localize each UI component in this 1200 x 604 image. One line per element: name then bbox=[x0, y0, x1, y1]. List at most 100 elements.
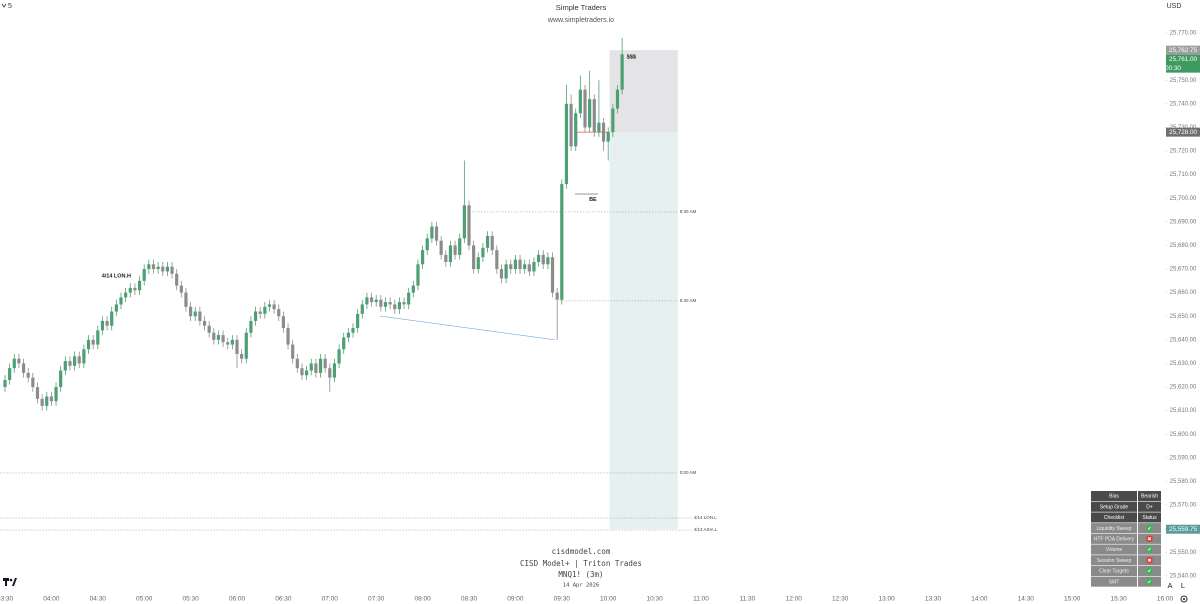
price-label-bg bbox=[1166, 524, 1200, 534]
y-tick-label: 25,610.00 bbox=[1170, 408, 1197, 414]
candle-body bbox=[263, 306, 267, 314]
table-cell bbox=[1091, 576, 1137, 587]
candle-body bbox=[45, 396, 49, 406]
annotation: BE bbox=[589, 197, 597, 203]
status-icon: ✖ bbox=[1147, 558, 1151, 564]
candle-body bbox=[337, 349, 341, 364]
annotation: 4/14 LON.H bbox=[102, 274, 131, 280]
candle-body bbox=[105, 320, 109, 326]
y-tick-label: 25,570.00 bbox=[1170, 503, 1197, 509]
candle-body bbox=[458, 238, 462, 255]
candle-body bbox=[318, 358, 323, 373]
log-scale-button[interactable]: L bbox=[1181, 581, 1185, 590]
status-icon: ✔ bbox=[1147, 526, 1151, 532]
candle-body bbox=[305, 370, 309, 376]
tradingview-logo[interactable] bbox=[3, 578, 17, 586]
candle-body bbox=[523, 264, 527, 270]
table-cell bbox=[1091, 501, 1137, 512]
candle-body bbox=[8, 368, 12, 380]
candle-body bbox=[569, 103, 573, 147]
candle-body bbox=[91, 339, 95, 345]
settings-button[interactable] bbox=[1180, 595, 1188, 603]
table-text: Bearish bbox=[1141, 494, 1158, 500]
status-icon-bg bbox=[1146, 525, 1153, 532]
y-tick-label: 25,660.00 bbox=[1170, 290, 1197, 296]
candle-body bbox=[481, 247, 485, 258]
currency-button[interactable]: USD bbox=[1167, 3, 1182, 10]
interval-button[interactable]: 5 bbox=[8, 3, 12, 10]
price-label-bg bbox=[1166, 127, 1200, 137]
candle-body bbox=[63, 361, 67, 371]
x-tick-label: 07:30 bbox=[368, 596, 385, 603]
table-text: Session Sweep bbox=[1097, 558, 1132, 564]
candle-body bbox=[402, 302, 406, 305]
chart-subtitle: www.simpletraders.io bbox=[547, 17, 614, 24]
candle-body bbox=[235, 339, 239, 354]
candle-body bbox=[546, 257, 550, 265]
candle-body bbox=[550, 257, 555, 293]
candle-body bbox=[476, 257, 480, 270]
level-label: 9:30 AM bbox=[680, 298, 697, 303]
price-label: 25,762.75 bbox=[1169, 47, 1198, 54]
chart-title: Simple Traders bbox=[556, 3, 607, 12]
plot-area: 8:30 AM 9:30 AM 0:00 AM 4/14 LON.L 4/13 ASIA… bbox=[0, 37, 718, 532]
candle-body bbox=[615, 89, 620, 109]
candle-body bbox=[369, 297, 374, 303]
candle-body bbox=[249, 320, 253, 333]
candle-body bbox=[151, 264, 156, 270]
candle-body bbox=[346, 332, 350, 338]
candle-body bbox=[12, 358, 16, 369]
candle-body bbox=[592, 99, 596, 133]
table-text: Bias bbox=[1109, 494, 1119, 500]
candle-body bbox=[230, 339, 234, 345]
candle-body bbox=[161, 266, 165, 272]
x-tick-label: 11:00 bbox=[693, 596, 709, 603]
candle-body bbox=[184, 292, 188, 307]
candle-body bbox=[323, 358, 327, 369]
status-icon-bg bbox=[1146, 535, 1153, 542]
y-tick-label: 25,750.00 bbox=[1170, 78, 1197, 84]
candle-body bbox=[100, 320, 105, 331]
target-zone bbox=[609, 132, 678, 530]
candle-body bbox=[314, 363, 318, 373]
candle-body bbox=[328, 368, 332, 378]
candle-body bbox=[124, 292, 128, 298]
candle-body bbox=[462, 205, 466, 239]
candle-body bbox=[221, 335, 225, 343]
candle-body bbox=[342, 337, 346, 350]
logo-part bbox=[5, 578, 7, 586]
auto-scale-button[interactable]: A bbox=[1167, 581, 1172, 590]
candle-body bbox=[193, 311, 197, 317]
candle-body bbox=[267, 304, 272, 307]
x-tick-label: 08:30 bbox=[461, 596, 478, 603]
status-icon-bg bbox=[1146, 578, 1153, 585]
x-tick-label: 06:30 bbox=[275, 596, 292, 603]
y-tick-label: 25,770.00 bbox=[1170, 31, 1197, 37]
x-tick-label: 05:00 bbox=[136, 596, 153, 603]
candle-body bbox=[332, 363, 337, 378]
candle-body bbox=[165, 266, 169, 272]
y-tick-label: 25,640.00 bbox=[1170, 337, 1197, 343]
candle-body bbox=[611, 108, 615, 133]
level-label: 8:30 AM bbox=[680, 209, 697, 214]
logo-part bbox=[9, 578, 13, 582]
candle-body bbox=[31, 377, 35, 388]
y-tick-label: 25,720.00 bbox=[1170, 149, 1197, 155]
candle-body bbox=[26, 372, 30, 378]
candle-body bbox=[583, 89, 587, 128]
candle-body bbox=[351, 328, 355, 333]
y-tick-label: 25,690.00 bbox=[1170, 219, 1197, 225]
countdown-label: 00:30 bbox=[1165, 65, 1181, 72]
watermark-line: cisdmodel.com bbox=[552, 547, 611, 556]
smt-line bbox=[379, 315, 555, 341]
table-text: SMT bbox=[1109, 579, 1120, 585]
candle-body bbox=[114, 304, 118, 312]
x-tick-label: 14:30 bbox=[1018, 596, 1035, 603]
candle-body bbox=[295, 358, 299, 369]
x-tick-label: 05:30 bbox=[182, 596, 199, 603]
candle-body bbox=[374, 299, 378, 303]
x-tick-label: 14:00 bbox=[971, 596, 988, 603]
watermark-line: CISD Model+ | Triton Trades bbox=[520, 559, 642, 568]
candle-body bbox=[407, 292, 411, 305]
